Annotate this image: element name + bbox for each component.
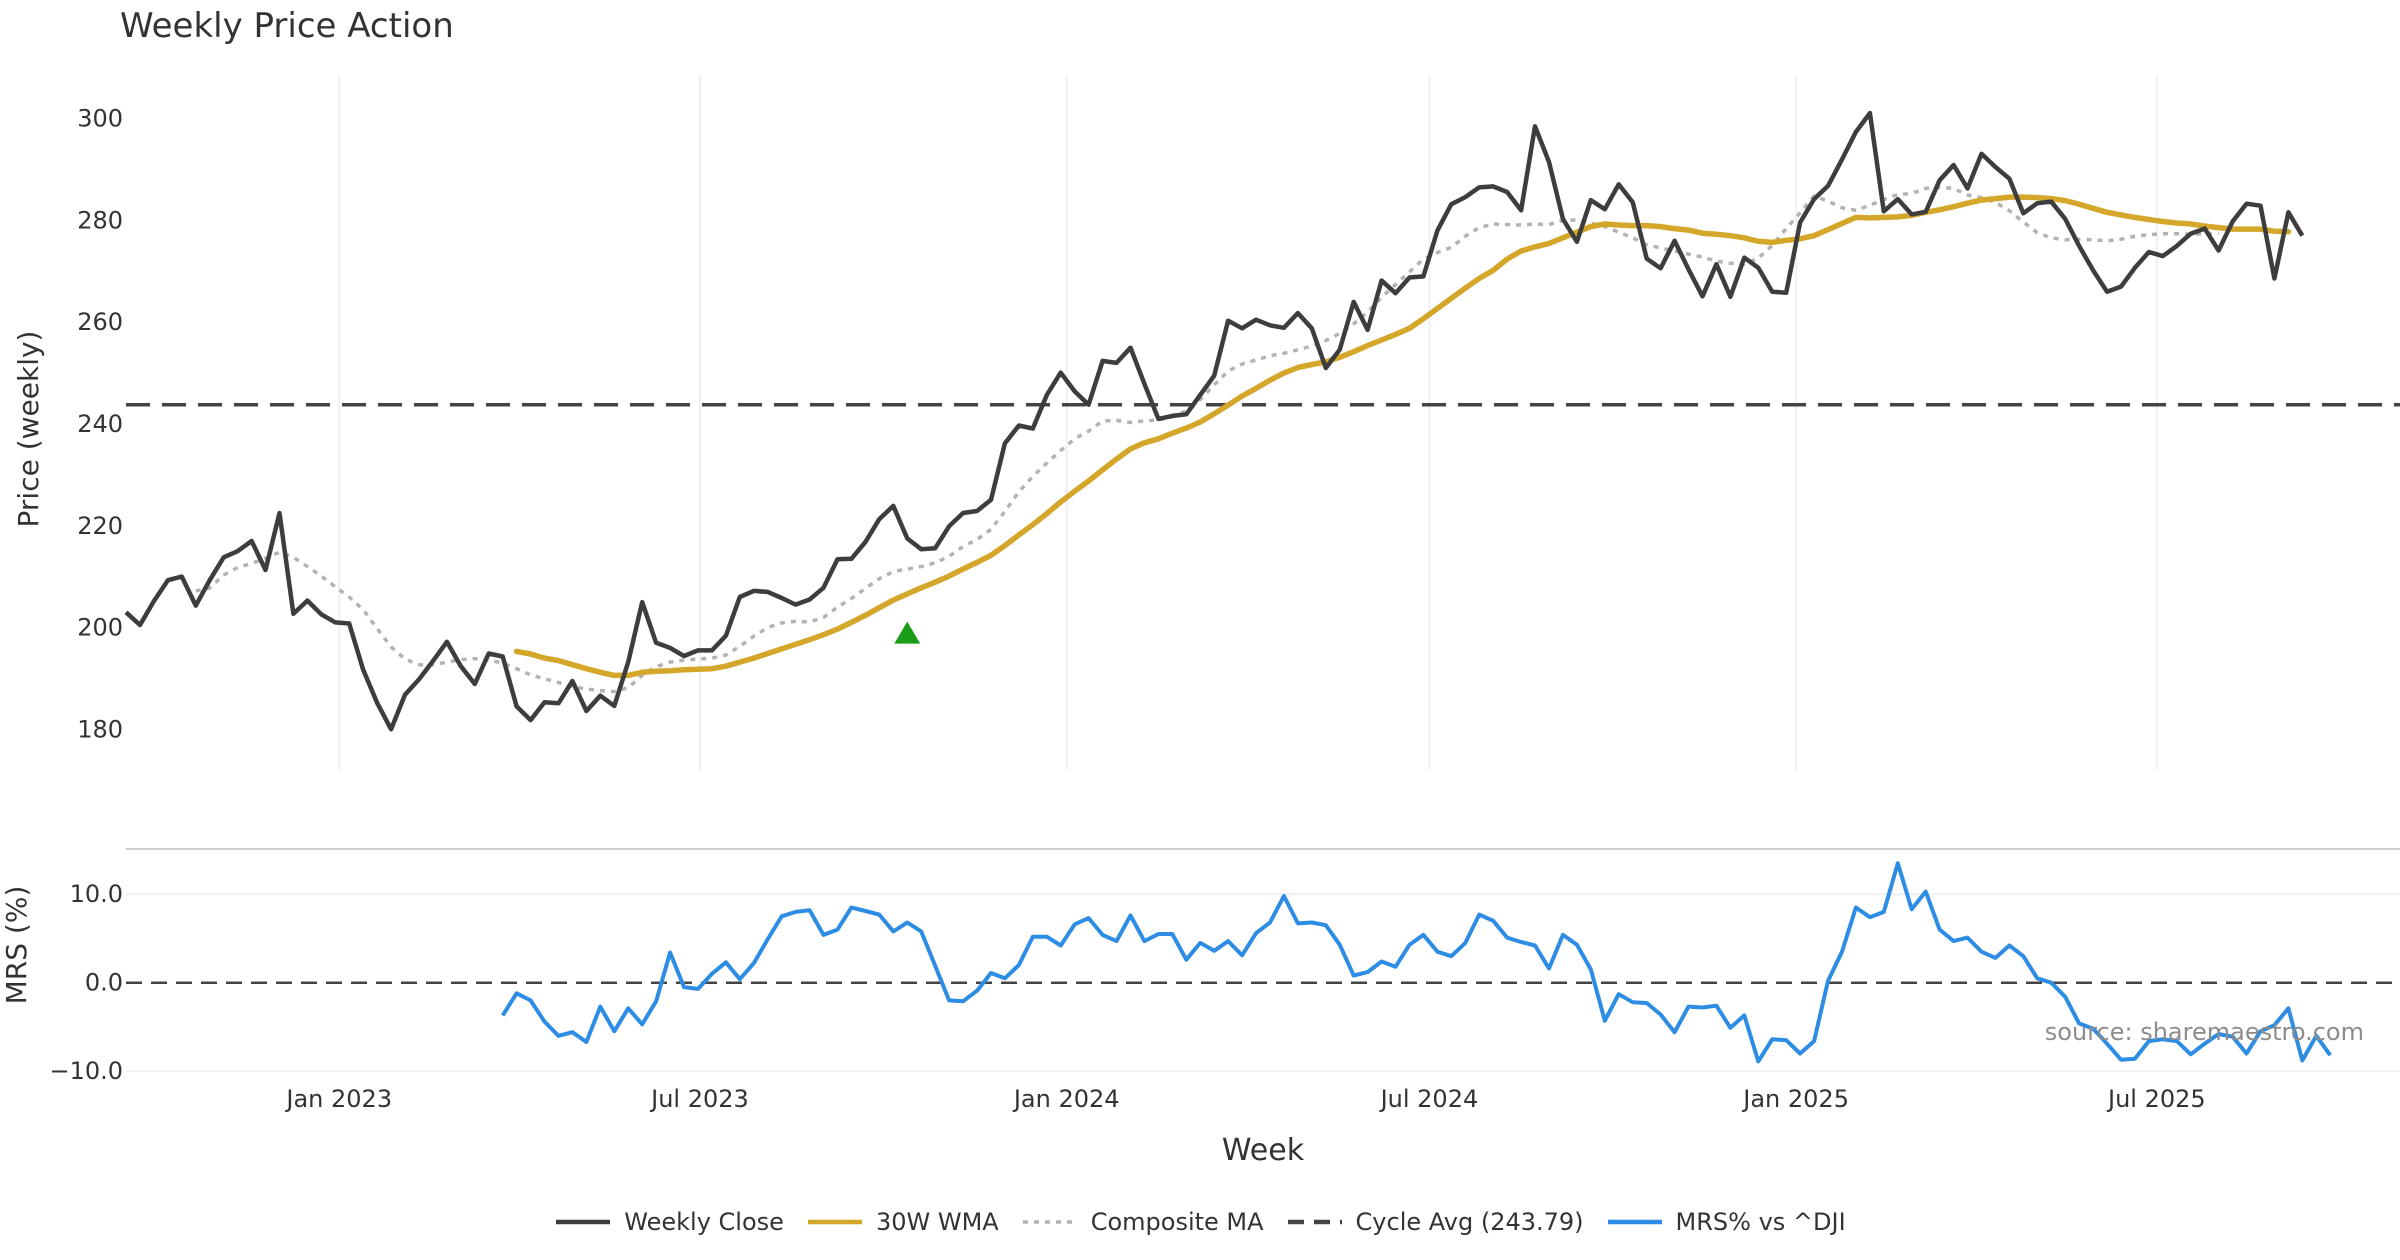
price-tick-label-6: 300: [77, 105, 123, 133]
mrs-tick-label-0: −10.0: [49, 1057, 123, 1085]
composite-ma-line: [195, 185, 2219, 694]
mrs-axis-title: MRS (%): [0, 886, 33, 1005]
x-tick-label-2: Jan 2024: [1012, 1085, 1120, 1113]
x-tick-label-1: Jul 2023: [649, 1085, 749, 1113]
price-tick-label-5: 280: [77, 206, 123, 234]
buy-signal-marker: [894, 621, 921, 644]
x-tick-label-5: Jul 2025: [2106, 1085, 2206, 1113]
legend-label-3: Cycle Avg (243.79): [1355, 1208, 1584, 1236]
legend-item-2: Composite MA: [1021, 1208, 1264, 1236]
legend-item-0: Weekly Close: [554, 1208, 784, 1236]
legend-swatch-4: [1607, 1219, 1662, 1225]
x-tick-label-0: Jan 2023: [284, 1085, 392, 1113]
chart-legend: Weekly Close 30W WMA Composite MA Cycle Avg…: [0, 1208, 2400, 1236]
legend-swatch-2: [1022, 1220, 1077, 1224]
x-axis-title: Week: [1222, 1133, 1305, 1168]
price-tick-label-1: 200: [77, 614, 123, 642]
grid-lines: [126, 76, 2400, 1073]
wma-30w-line: [513, 194, 2292, 679]
price-tick-label-2: 220: [77, 512, 123, 540]
mrs-tick-label-1: 0.0: [85, 969, 123, 997]
weekly-close-line: [124, 110, 2305, 732]
legend-label-2: Composite MA: [1090, 1208, 1264, 1236]
x-tick-label-3: Jul 2024: [1379, 1085, 1479, 1113]
mrs-panel: [126, 861, 2400, 1064]
legend-label-0: Weekly Close: [624, 1208, 784, 1236]
price-axis-title: Price (weekly): [12, 331, 45, 528]
series: [124, 110, 2400, 732]
price-tick-label-3: 240: [77, 410, 123, 438]
legend-item-1: 30W WMA: [806, 1208, 999, 1236]
legend-label-4: MRS% vs ^DJI: [1675, 1208, 1846, 1236]
legend-swatch-3: [1287, 1219, 1342, 1225]
legend-swatch-1: [807, 1219, 862, 1225]
price-tick-label-0: 180: [77, 715, 123, 743]
legend-item-4: MRS% vs ^DJI: [1606, 1208, 1846, 1236]
price-tick-label-4: 260: [77, 308, 123, 336]
chart-title: Weekly Price Action: [120, 6, 454, 46]
mrs-tick-label-2: 10.0: [70, 880, 123, 908]
axis-labels: Jan 2023 Jul 2023 Jan 2024 Jul 2024 Jan 2025…: [0, 105, 2206, 1168]
legend-item-3: Cycle Avg (243.79): [1286, 1208, 1584, 1236]
source-watermark: source: sharemaestro.com: [2044, 1018, 2364, 1046]
legend-label-1: 30W WMA: [875, 1208, 999, 1236]
x-tick-label-4: Jan 2025: [1741, 1085, 1849, 1113]
legend-swatch-0: [556, 1219, 611, 1225]
mrs-line: [501, 861, 2332, 1064]
